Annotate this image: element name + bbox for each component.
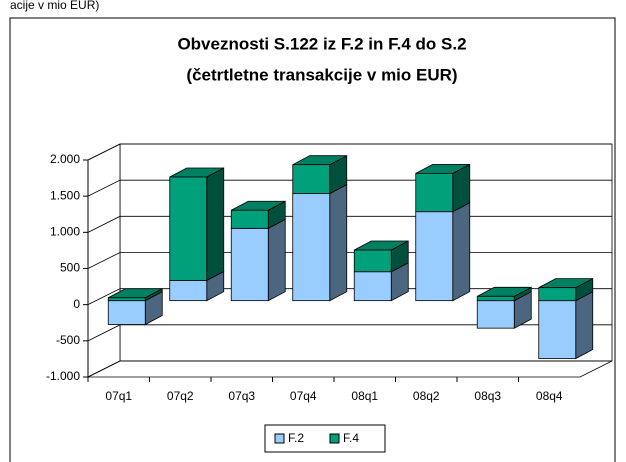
- y-tick-label: 1.000: [50, 225, 80, 239]
- legend-box: [264, 424, 386, 453]
- bar-front: [292, 193, 331, 302]
- bar: [476, 286, 532, 302]
- bar-front: [476, 295, 515, 302]
- chart-title: Obveznosti S.122 iz F.2 in F.4 do S.2: [177, 34, 466, 53]
- bar: [415, 202, 471, 302]
- bar-front: [169, 280, 208, 302]
- bar-front: [169, 176, 208, 281]
- floor: [87, 360, 613, 378]
- x-tick-label: 08q3: [474, 389, 501, 403]
- bar-front: [538, 300, 577, 359]
- bar: [538, 291, 594, 360]
- bar: [538, 277, 594, 302]
- legend-swatch: [274, 433, 285, 444]
- x-tick-label: 07q3: [228, 389, 255, 403]
- y-tick-label: -1.000: [46, 369, 80, 383]
- y-tick-label: -500: [56, 333, 80, 347]
- bar: [292, 155, 348, 195]
- y-tick-label: 500: [60, 261, 80, 275]
- x-tick-label: 07q1: [105, 389, 132, 403]
- bar-side: [452, 202, 471, 302]
- bar: [169, 167, 225, 282]
- bar: [353, 240, 409, 273]
- grid-line: [87, 360, 612, 378]
- bar: [230, 218, 286, 302]
- legend-swatch: [329, 433, 340, 444]
- grid-line: [87, 143, 612, 161]
- bar-side: [575, 291, 594, 360]
- bar-front: [415, 211, 454, 302]
- bar-front: [353, 249, 392, 273]
- y-tick-label: 0: [73, 297, 80, 311]
- bar-front: [353, 271, 392, 302]
- x-tick-label: 08q1: [351, 389, 378, 403]
- bar-front: [107, 297, 146, 302]
- bar-front: [415, 172, 454, 213]
- bar-front: [476, 300, 515, 329]
- bar-front: [538, 287, 577, 302]
- bar-side: [206, 167, 225, 282]
- x-tick-label: 08q4: [536, 389, 563, 403]
- bar-front: [292, 164, 331, 195]
- bar-side: [267, 218, 286, 302]
- x-tick-label: 07q2: [167, 389, 194, 403]
- x-tick-label: 08q2: [413, 389, 440, 403]
- y-tick-label: 2.000: [50, 152, 80, 166]
- bar: [230, 200, 286, 229]
- bar-front: [107, 300, 146, 325]
- bar-side: [329, 183, 348, 302]
- legend-label: F.4: [343, 431, 359, 445]
- chart-title: (četrtletne transakcije v mio EUR): [186, 65, 457, 84]
- bar: [415, 163, 471, 213]
- y-tick-label: 1.500: [50, 188, 80, 202]
- bar-front: [230, 227, 269, 302]
- x-tick-label: 07q4: [290, 389, 317, 403]
- caption: acije v mio EUR): [10, 0, 99, 12]
- bar: [107, 288, 163, 302]
- legend-label: F.2: [288, 431, 304, 445]
- bar-front: [230, 209, 269, 229]
- bar: [292, 183, 348, 302]
